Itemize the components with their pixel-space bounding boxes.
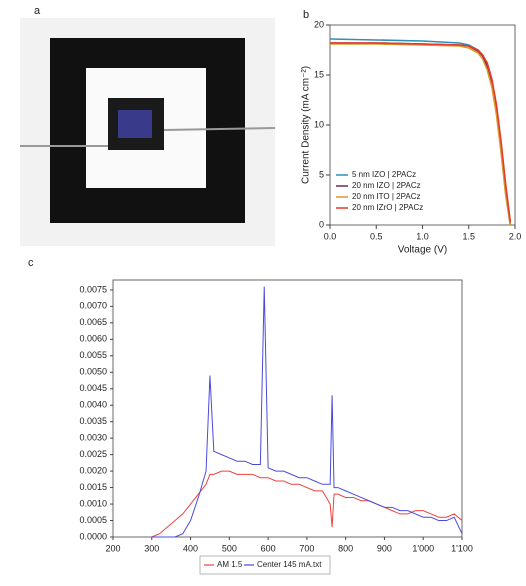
y-tick-label: 10 — [314, 119, 324, 129]
x-axis-label: Voltage (V) — [398, 245, 447, 256]
x-tick-label: 2.0 — [509, 231, 522, 241]
y-tick-label: 15 — [314, 69, 324, 79]
x-tick-label: 200 — [105, 543, 120, 553]
wire — [163, 127, 276, 131]
x-tick-label: 900 — [377, 543, 392, 553]
y-tick-label: 0.0015 — [79, 482, 107, 492]
x-tick-label: 0.0 — [324, 231, 337, 241]
plot-frame — [112, 279, 463, 538]
x-tick-label: 0.5 — [370, 231, 383, 241]
y-tick-label: 0.0030 — [79, 433, 107, 443]
series-line — [151, 470, 463, 538]
y-tick-label: 5 — [319, 169, 324, 179]
legend-box — [199, 555, 331, 575]
y-tick-label: 0.0025 — [79, 449, 107, 459]
y-tick-label: 0.0065 — [79, 317, 107, 327]
y-tick-label: 0.0070 — [79, 301, 107, 311]
y-tick-label: 20 — [314, 19, 324, 29]
x-tick-label: 1'100 — [451, 543, 473, 553]
x-tick-label: 300 — [144, 543, 159, 553]
y-tick-label: 0.0075 — [79, 284, 107, 294]
x-tick-label: 800 — [338, 543, 353, 553]
panel-label: c — [28, 257, 34, 269]
legend-label: 20 nm IZO | 2PACz — [352, 181, 421, 190]
y-tick-label: 0.0050 — [79, 367, 107, 377]
y-axis-label: Current Density (mA cm⁻²) — [301, 66, 312, 184]
legend-label: Center 145 mA.txt — [257, 560, 322, 569]
series-line — [330, 42, 512, 223]
x-tick-label: 1'000 — [412, 543, 434, 553]
x-tick-label: 400 — [183, 543, 198, 553]
legend-label: 5 nm IZO | 2PACz — [352, 170, 416, 179]
panel-label: b — [303, 9, 309, 21]
panel-label: a — [34, 5, 41, 17]
y-tick-label: 0.0000 — [79, 531, 107, 541]
y-tick-label: 0.0040 — [79, 400, 107, 410]
x-tick-label: 600 — [261, 543, 276, 553]
photo — [20, 18, 276, 246]
x-tick-label: 1.0 — [416, 231, 429, 241]
y-tick-label: 0.0005 — [79, 515, 107, 525]
legend-label: AM 1.5 — [217, 560, 243, 569]
legend-label: 20 nm IZrO | 2PACz — [352, 203, 423, 212]
y-tick-label: 0.0060 — [79, 334, 107, 344]
y-tick-label: 0.0055 — [79, 350, 107, 360]
series-line — [330, 43, 512, 226]
y-tick-label: 0 — [319, 219, 324, 229]
legend-label: 20 nm ITO | 2PACz — [352, 192, 420, 201]
x-tick-label: 1.5 — [462, 231, 475, 241]
series-line — [151, 286, 463, 538]
y-tick-label: 0.0010 — [79, 498, 107, 508]
solar-cell — [118, 110, 152, 138]
x-tick-label: 700 — [299, 543, 314, 553]
x-tick-label: 500 — [222, 543, 237, 553]
y-tick-label: 0.0035 — [79, 416, 107, 426]
y-tick-label: 0.0045 — [79, 383, 107, 393]
y-tick-label: 0.0020 — [79, 465, 107, 475]
